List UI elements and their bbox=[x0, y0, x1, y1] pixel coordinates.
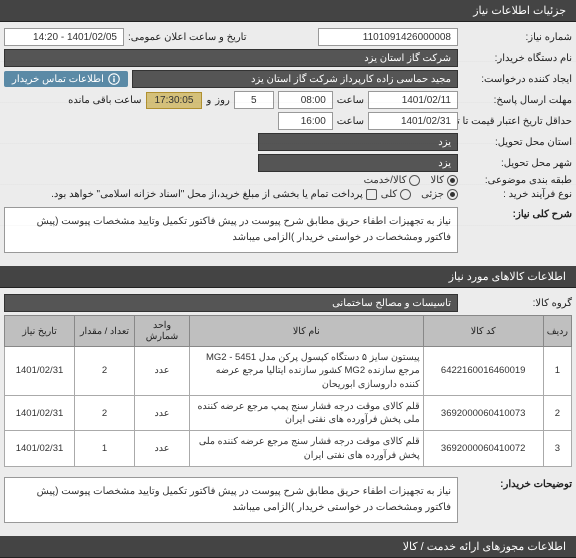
contact-badge-label: اطلاعات تماس خریدار bbox=[12, 74, 104, 85]
buyer-notes-value: نیاز به تجهیزات اطفاء حریق مطابق شرح پیو… bbox=[4, 477, 458, 523]
radio-service[interactable]: کالا/خدمت bbox=[364, 175, 421, 186]
city-label: شهر محل تحویل: bbox=[462, 158, 572, 169]
buyer-notes-label: توضیحات خریدار: bbox=[462, 473, 572, 490]
radio-dot-icon bbox=[447, 175, 458, 186]
radio-goods-label: کالا bbox=[430, 175, 444, 186]
main-desc-label: شرح کلی نیاز: bbox=[462, 203, 572, 220]
buyer-name-value: شرکت گاز استان یزد bbox=[4, 49, 458, 67]
time-label-1: ساعت bbox=[337, 95, 364, 106]
radio-goods[interactable]: کالا bbox=[430, 175, 458, 186]
valid-date: 1401/02/31 bbox=[368, 112, 458, 130]
checkbox-icon bbox=[366, 189, 377, 200]
requester-label: ایجاد کننده درخواست: bbox=[462, 74, 572, 85]
table-cell: پیستون سایز ۵ دستگاه کپسول پرکن مدل MG2 … bbox=[190, 347, 424, 396]
deadline-date: 1401/02/11 bbox=[368, 91, 458, 109]
goods-group-label: گروه کالا: bbox=[462, 298, 572, 309]
table-cell: عدد bbox=[135, 395, 190, 431]
radio-partial-label: جزئی bbox=[421, 189, 444, 200]
buytype-radio-group: جزئی کلی bbox=[381, 189, 458, 200]
table-cell: 3692000060410073 bbox=[423, 395, 543, 431]
table-cell: عدد bbox=[135, 347, 190, 396]
radio-dot-icon bbox=[400, 189, 411, 200]
goods-group-value: تاسیسات و مصالح ساختمانی bbox=[4, 294, 458, 312]
radio-partial[interactable]: جزئی bbox=[421, 189, 458, 200]
table-cell: 6422160016460019 bbox=[423, 347, 543, 396]
requester-value: مجید حماسی زاده کارپرداز شرکت گاز استان … bbox=[132, 70, 458, 88]
table-col-header: واحد شمارش bbox=[135, 316, 190, 347]
cat-label: طبقه بندی موضوعی: bbox=[462, 175, 572, 186]
need-no-label: شماره نیاز: bbox=[462, 32, 572, 43]
ann-date-label: تاریخ و ساعت اعلان عمومی: bbox=[128, 32, 247, 43]
permits-header: اطلاعات مجوزهای ارائه خدمت / کالا bbox=[0, 536, 576, 558]
radio-dot-icon bbox=[447, 189, 458, 200]
deadline-time: 08:00 bbox=[278, 91, 333, 109]
table-cell: قلم کالای موقت درجه فشار سنج مرجع عرضه ک… bbox=[190, 431, 424, 467]
radio-service-label: کالا/خدمت bbox=[364, 175, 407, 186]
deadline-label: مهلت ارسال پاسخ: bbox=[462, 95, 572, 106]
ann-date-value: 1401/02/05 - 14:20 bbox=[4, 28, 124, 46]
items-area: گروه کالا: تاسیسات و مصالح ساختمانی ردیف… bbox=[0, 288, 576, 536]
buytype-label: نوع فرآیند خرید : bbox=[462, 189, 572, 200]
items-table: ردیفکد کالانام کالاواحد شمارشتعداد / مقد… bbox=[4, 315, 572, 467]
main-desc-value: نیاز به تجهیزات اطفاء حریق مطابق شرح پیو… bbox=[4, 207, 458, 253]
radio-dot-icon bbox=[409, 175, 420, 186]
table-col-header: تعداد / مقدار bbox=[75, 316, 135, 347]
form-area: شماره نیاز: 1101091426000008 تاریخ و ساع… bbox=[0, 22, 576, 266]
table-cell: 2 bbox=[543, 395, 571, 431]
remain-label: ساعت باقی مانده bbox=[68, 95, 141, 106]
table-col-header: نام کالا bbox=[190, 316, 424, 347]
buyer-name-label: نام دستگاه خریدار: bbox=[462, 53, 572, 64]
items-header: اطلاعات کالاهای مورد نیاز bbox=[0, 266, 576, 288]
table-cell: 1401/02/31 bbox=[5, 347, 75, 396]
reply-days: 5 bbox=[234, 91, 274, 109]
table-cell: 1401/02/31 bbox=[5, 431, 75, 467]
table-cell: 3692000060410072 bbox=[423, 431, 543, 467]
time-label-2: ساعت bbox=[337, 116, 364, 127]
cat-radio-group: کالا کالا/خدمت bbox=[364, 175, 458, 186]
table-cell: 1 bbox=[543, 347, 571, 396]
radio-full[interactable]: کلی bbox=[381, 189, 411, 200]
table-col-header: کد کالا bbox=[423, 316, 543, 347]
table-cell: عدد bbox=[135, 431, 190, 467]
radio-full-label: کلی bbox=[381, 189, 397, 200]
valid-time: 16:00 bbox=[278, 112, 333, 130]
day-label: روز bbox=[215, 95, 230, 106]
table-col-header: تاریخ نیاز bbox=[5, 316, 75, 347]
and-label: و bbox=[206, 95, 211, 106]
countdown: 17:30:05 bbox=[146, 92, 203, 109]
valid-label: حداقل تاریخ اعتبار قیمت تا تاریخ: bbox=[462, 116, 572, 127]
table-row: 33692000060410072قلم کالای موقت درجه فشا… bbox=[5, 431, 572, 467]
table-row: 23692000060410073قلم کالای موقت درجه فشا… bbox=[5, 395, 572, 431]
need-no-value: 1101091426000008 bbox=[318, 28, 458, 46]
table-cell: 1401/02/31 bbox=[5, 395, 75, 431]
province-label: استان محل تحویل: bbox=[462, 137, 572, 148]
city-value: یزد bbox=[258, 154, 458, 172]
table-cell: قلم کالای موقت درجه فشار سنج پمپ مرجع عر… bbox=[190, 395, 424, 431]
payment-note: پرداخت تمام یا بخشی از مبلغ خرید،از محل … bbox=[51, 189, 363, 200]
table-cell: 3 bbox=[543, 431, 571, 467]
payment-check[interactable]: پرداخت تمام یا بخشی از مبلغ خرید،از محل … bbox=[51, 189, 377, 200]
need-details-header: جزئیات اطلاعات نیاز bbox=[0, 0, 576, 22]
table-cell: 1 bbox=[75, 431, 135, 467]
contact-badge[interactable]: اطلاعات تماس خریدار bbox=[4, 71, 128, 87]
info-icon bbox=[108, 73, 120, 85]
table-col-header: ردیف bbox=[543, 316, 571, 347]
table-cell: 2 bbox=[75, 347, 135, 396]
table-row: 16422160016460019پیستون سایز ۵ دستگاه کپ… bbox=[5, 347, 572, 396]
table-cell: 2 bbox=[75, 395, 135, 431]
province-value: یزد bbox=[258, 133, 458, 151]
